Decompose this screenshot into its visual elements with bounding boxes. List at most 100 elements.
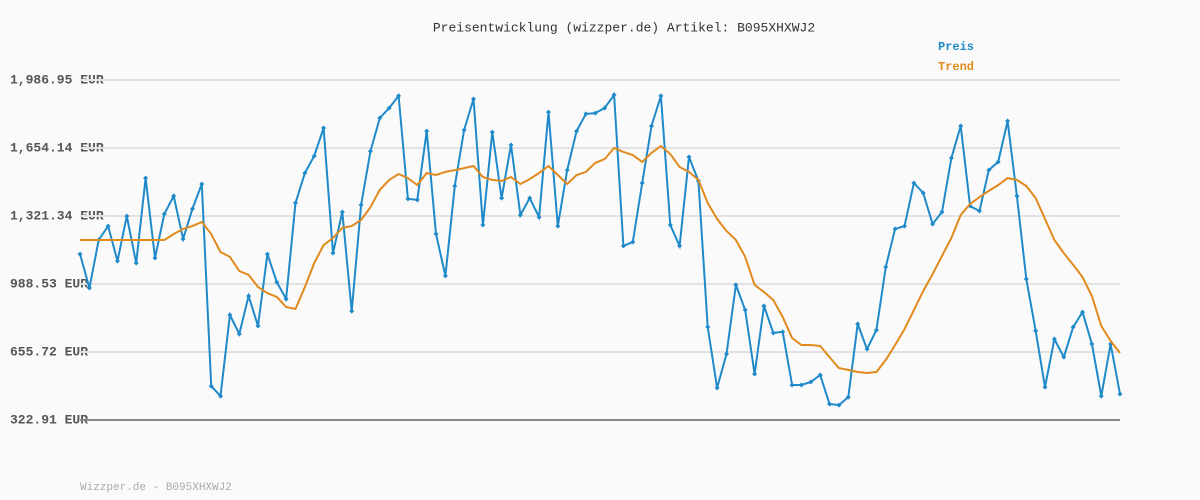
data-point [808,379,814,385]
data-point [414,197,420,203]
data-point [114,258,120,264]
data-point [105,223,111,229]
data-point [461,127,467,133]
footer: Wizzper.de - B095XHXWJ2 [80,482,232,494]
data-point [770,330,776,336]
chart-title: Preisentwicklung (wizzper.de) Artikel: B… [433,20,815,35]
data-point [264,251,270,257]
data-point [1098,393,1104,399]
data-point [255,323,261,329]
data-point [442,273,448,279]
data-point [630,239,636,245]
data-point [349,308,355,314]
y-tick-label: 655.72 EUR [10,344,88,359]
data-point [976,208,982,214]
data-point [452,183,458,189]
data-point [302,170,308,176]
data-point [124,213,130,219]
data-point [77,251,83,257]
data-point [620,243,626,249]
data-point [161,211,167,217]
data-point [789,382,795,388]
data-point [574,128,580,134]
series-line [80,144,1121,375]
data-point [1014,193,1020,199]
data-point [1089,341,1095,347]
data-point [321,125,327,131]
data-point [658,93,664,99]
data-point [995,159,1001,165]
data-point [798,382,804,388]
data-point [845,394,851,400]
legend-label: Preis [938,40,974,54]
data-point [1005,118,1011,124]
data-point [1117,391,1123,397]
data-point [714,385,720,391]
data-point [649,123,655,129]
data-point [433,231,439,237]
data-point [367,148,373,154]
data-point [227,312,233,318]
data-point [761,303,767,309]
data-point [939,209,945,215]
data-point [583,111,589,117]
data-point [283,296,289,302]
data-point [1042,384,1048,390]
y-tick-label: 322.91 EUR [10,412,88,427]
data-point [143,175,149,181]
data-point [246,293,252,299]
data-point [911,180,917,186]
data-point [424,128,430,134]
data-point [611,92,617,98]
data-point [855,321,861,327]
data-point [171,193,177,199]
data-point [1051,336,1057,342]
data-point [508,142,514,148]
data-point [545,109,551,115]
data-point [330,250,336,256]
data-point [883,264,889,270]
legend-label: Trend [938,60,974,74]
data-point [930,221,936,227]
data-point [133,260,139,266]
data-point [471,96,477,102]
data-point [686,154,692,160]
data-point [864,346,870,352]
y-tick-label: 1,654.14 EUR [10,140,104,155]
data-point [677,243,683,249]
data-point [358,202,364,208]
data-point [733,282,739,288]
y-tick-label: 1,321.34 EUR [10,208,104,223]
data-point [564,167,570,173]
data-point [311,153,317,159]
data-point [386,105,392,111]
data-point [536,214,542,220]
data-point [199,181,205,187]
data-point [189,206,195,212]
data-point [517,212,523,218]
data-point [377,115,383,121]
series-line [79,92,1121,407]
data-point [480,222,486,228]
y-tick-label: 988.53 EUR [10,276,88,291]
data-point [827,401,833,407]
data-point [1023,276,1029,282]
y-tick-label: 1,986.95 EUR [10,72,104,87]
data-point [218,393,224,399]
data-point [602,105,608,111]
data-point [339,209,345,215]
data-point [489,129,495,135]
data-point [86,285,92,291]
data-point [958,123,964,129]
data-point [752,371,758,377]
data-point [592,110,598,116]
data-point [667,222,673,228]
data-point [920,190,926,196]
data-point [986,167,992,173]
data-point [723,351,729,357]
data-point [705,324,711,330]
data-point [948,155,954,161]
data-point [1061,354,1067,360]
